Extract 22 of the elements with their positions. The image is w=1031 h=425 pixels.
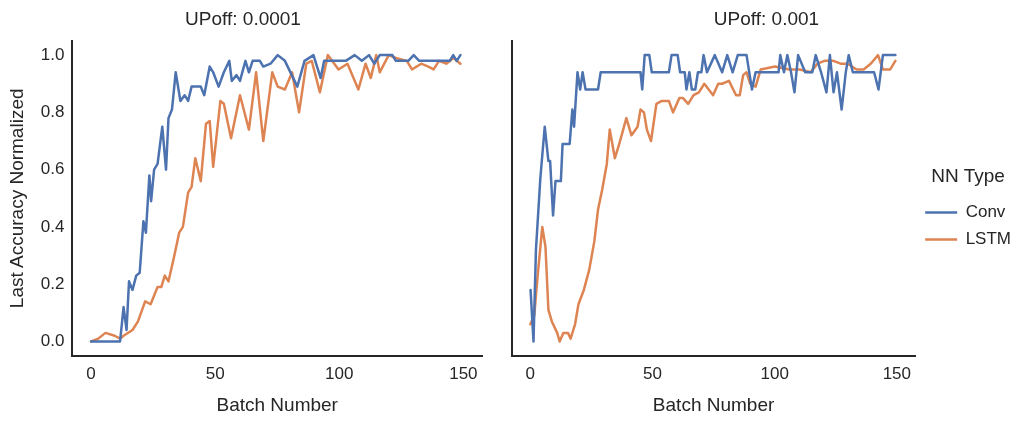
legend-label: Conv bbox=[965, 202, 1006, 222]
x-tick-label: 150 bbox=[449, 363, 478, 383]
y-axis-title: Last Accuracy Normalized bbox=[5, 88, 27, 309]
y-tick-label: 0.4 bbox=[40, 216, 65, 236]
x-tick-label: 100 bbox=[325, 363, 354, 383]
legend-label: LSTM bbox=[965, 229, 1011, 249]
legend-title: NN Type bbox=[931, 164, 1005, 186]
y-tick-label: 0.6 bbox=[40, 159, 65, 179]
y-tick-label: 1.0 bbox=[40, 44, 65, 64]
x-tick-label: 150 bbox=[882, 363, 912, 383]
x-tick-label: 100 bbox=[760, 363, 789, 383]
x-tick-label: 0 bbox=[525, 363, 536, 383]
y-tick-label: 0.0 bbox=[40, 331, 65, 351]
x-tick-label: 0 bbox=[86, 363, 96, 383]
y-tick-label: 0.2 bbox=[40, 273, 65, 293]
chart-title: UPoff: 0.0001 bbox=[185, 7, 301, 29]
y-tick-label: 0.8 bbox=[40, 102, 65, 122]
x-axis-title: Batch Number bbox=[652, 393, 775, 415]
chart-title: UPoff: 0.001 bbox=[713, 7, 820, 29]
x-axis-title: Batch Number bbox=[216, 393, 339, 415]
x-tick-label: 50 bbox=[643, 363, 662, 383]
x-tick-label: 50 bbox=[205, 363, 225, 383]
